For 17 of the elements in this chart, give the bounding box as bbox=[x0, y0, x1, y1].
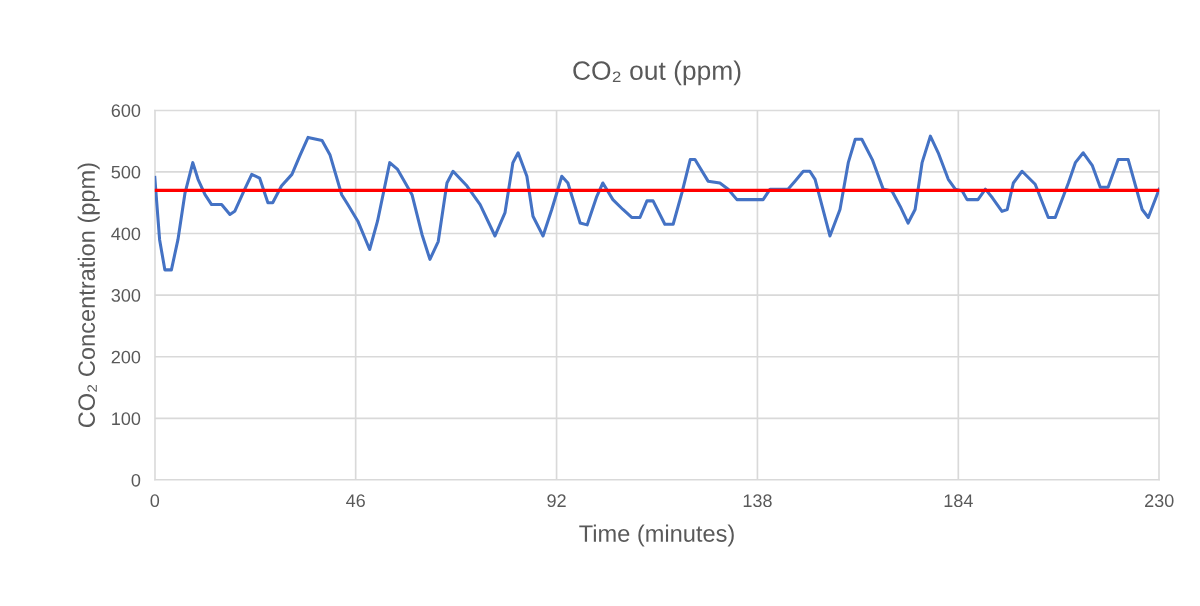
y-tick-label: 200 bbox=[111, 350, 141, 364]
y-tick-label: 500 bbox=[111, 165, 141, 179]
x-tick-label: 184 bbox=[944, 494, 973, 508]
x-tick-label: 0 bbox=[150, 494, 160, 508]
x-axis-title: Time (minutes) bbox=[579, 524, 734, 547]
line-series bbox=[154, 134, 1160, 272]
x-tick-label: 230 bbox=[1145, 494, 1174, 508]
y-tick-label: 0 bbox=[131, 473, 141, 487]
y-tick-label: 300 bbox=[111, 289, 141, 302]
y-tick-label: 600 bbox=[111, 104, 141, 118]
x-tick-label: 46 bbox=[346, 494, 365, 508]
x-tick-label: 138 bbox=[743, 494, 772, 508]
chart-title: CO₂ out (ppm) bbox=[573, 60, 741, 86]
y-axis-title: CO₂ Concentration (ppm) bbox=[77, 163, 100, 428]
x-tick-label: 92 bbox=[547, 494, 566, 508]
y-tick-label: 400 bbox=[111, 227, 141, 241]
y-tick-label: 100 bbox=[112, 412, 141, 426]
